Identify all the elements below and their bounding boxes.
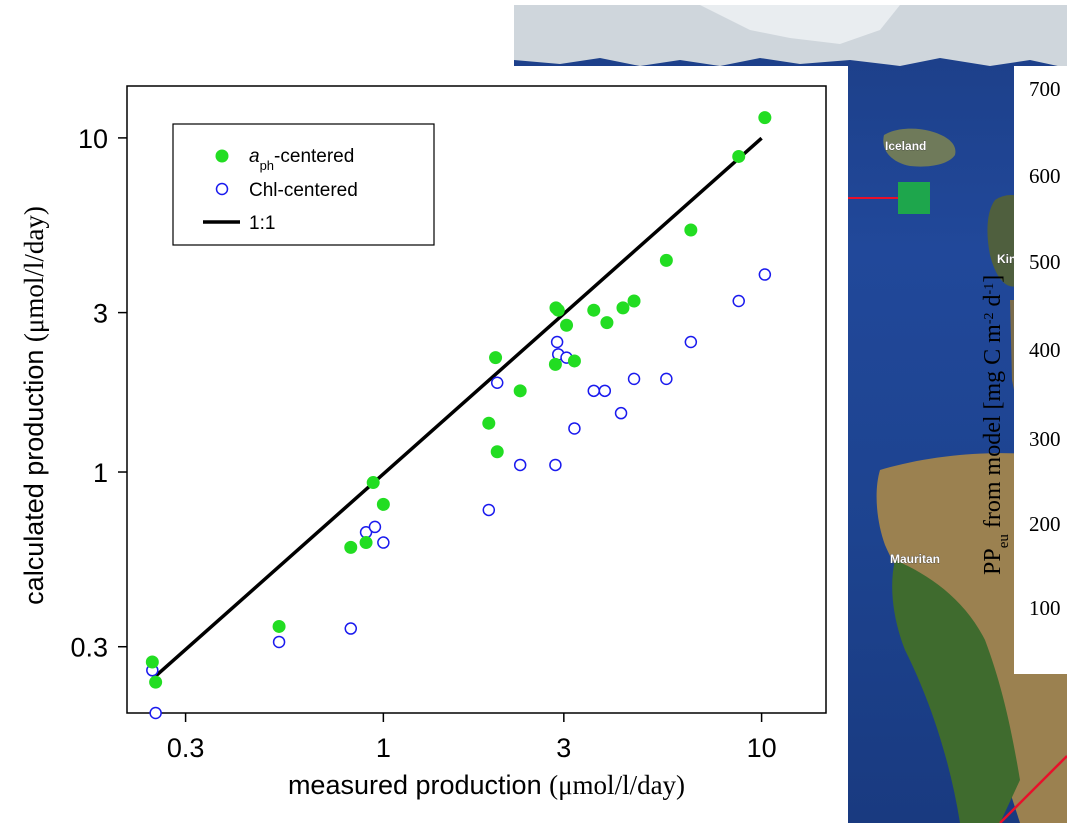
colorbar-tick-label: 100 <box>1029 596 1061 620</box>
data-point-aph <box>567 354 581 368</box>
station-marker <box>898 182 930 214</box>
data-point-chl <box>550 335 564 349</box>
data-point-aph <box>344 540 358 554</box>
ice-highlight <box>700 5 900 44</box>
x-tick-label: 10 <box>747 733 777 763</box>
data-point-aph <box>684 223 698 237</box>
data-point-aph <box>551 303 565 317</box>
legend-label-aph: aph-centered <box>249 146 354 173</box>
y-axis-title: calculated production (μmol/l/day) <box>19 206 49 605</box>
colorbar-tick-label: 700 <box>1029 77 1061 101</box>
y-tick-label: 10 <box>78 124 108 154</box>
legend: aph-centered Chl-centered 1:1 <box>172 123 435 246</box>
data-point-chl <box>549 458 562 472</box>
data-point-aph <box>359 536 373 550</box>
data-point-aph <box>145 655 159 669</box>
data-point-aph <box>376 497 390 511</box>
data-point-aph <box>627 294 641 308</box>
data-point-aph <box>513 384 527 398</box>
scatter-chart: 0.3 1 3 10 0.3 1 3 10 measured production (μmol/… <box>19 85 827 800</box>
data-point-aph <box>482 416 496 430</box>
x-tick-label: 1 <box>376 733 391 763</box>
y-tick-label: 0.3 <box>70 633 108 663</box>
data-point-aph <box>548 357 562 371</box>
data-point-aph <box>616 301 630 315</box>
data-point-chl <box>732 294 745 308</box>
data-point-chl <box>490 376 504 390</box>
data-point-chl <box>149 706 162 720</box>
data-point-aph <box>149 675 163 689</box>
data-point-chl <box>344 622 358 635</box>
data-point-aph <box>659 253 673 267</box>
map-label-mauritania: Mauritan <box>890 552 940 566</box>
data-point-aph <box>587 303 601 317</box>
transect-line <box>999 755 1067 823</box>
data-point-aph <box>732 149 746 163</box>
legend-label-line: 1:1 <box>249 213 275 234</box>
data-point-chl <box>568 422 581 435</box>
x-tick-label: 3 <box>556 733 571 763</box>
legend-marker-aph <box>215 149 229 163</box>
legend-box <box>172 123 435 246</box>
data-point-chl <box>368 520 382 534</box>
africa-vegetation <box>892 560 1020 823</box>
data-point-aph <box>600 316 614 330</box>
one-to-one-line <box>154 136 763 678</box>
legend-marker-chl <box>215 182 229 196</box>
colorbar-tick-label: 400 <box>1029 338 1061 362</box>
colorbar-tick-label: 600 <box>1029 164 1061 188</box>
y-tick-label: 1 <box>93 458 108 488</box>
data-point-chl <box>598 384 612 398</box>
data-point-aph <box>758 111 772 125</box>
colorbar-tick-label: 200 <box>1029 512 1061 536</box>
data-point-aph <box>272 619 286 633</box>
legend-label-chl: Chl-centered <box>249 180 358 201</box>
data-point-chl <box>482 503 496 517</box>
map-layer: IcelandKingMauritan100200300400500600700… <box>514 5 1067 823</box>
y-tick-label: 3 <box>93 299 108 329</box>
data-point-aph <box>490 445 504 459</box>
map-label-iceland: Iceland <box>885 139 926 153</box>
colorbar-tick-label: 500 <box>1029 250 1061 274</box>
data-point-chl <box>627 372 641 386</box>
colorbar-panel <box>1014 66 1067 674</box>
x-axis-title: measured production (μmol/l/day) <box>288 770 685 800</box>
data-point-chl <box>587 384 601 398</box>
iceland-landmass <box>883 128 956 167</box>
colorbar-title: PPeu from model [mg C m-2 d-1] <box>980 275 1012 575</box>
data-point-chl <box>513 458 527 472</box>
data-point-aph <box>560 318 574 332</box>
data-point-chl <box>758 268 772 281</box>
data-point-chl <box>272 635 286 649</box>
data-point-aph <box>489 351 503 365</box>
data-point-chl <box>614 406 628 420</box>
data-point-chl <box>377 536 390 549</box>
plot-frame <box>126 85 827 714</box>
x-tick-label: 0.3 <box>167 733 205 763</box>
data-point-aph <box>366 476 380 490</box>
data-point-chl <box>684 335 698 349</box>
colorbar-tick-label: 300 <box>1029 427 1061 451</box>
data-point-chl <box>660 372 673 386</box>
